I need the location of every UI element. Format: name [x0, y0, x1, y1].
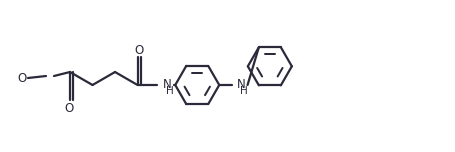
Text: N: N — [236, 78, 245, 92]
Text: H: H — [166, 86, 173, 96]
Text: O: O — [134, 43, 143, 57]
Text: O: O — [64, 102, 73, 114]
Text: O: O — [17, 71, 26, 85]
Text: H: H — [239, 86, 247, 96]
Text: N: N — [162, 78, 171, 92]
